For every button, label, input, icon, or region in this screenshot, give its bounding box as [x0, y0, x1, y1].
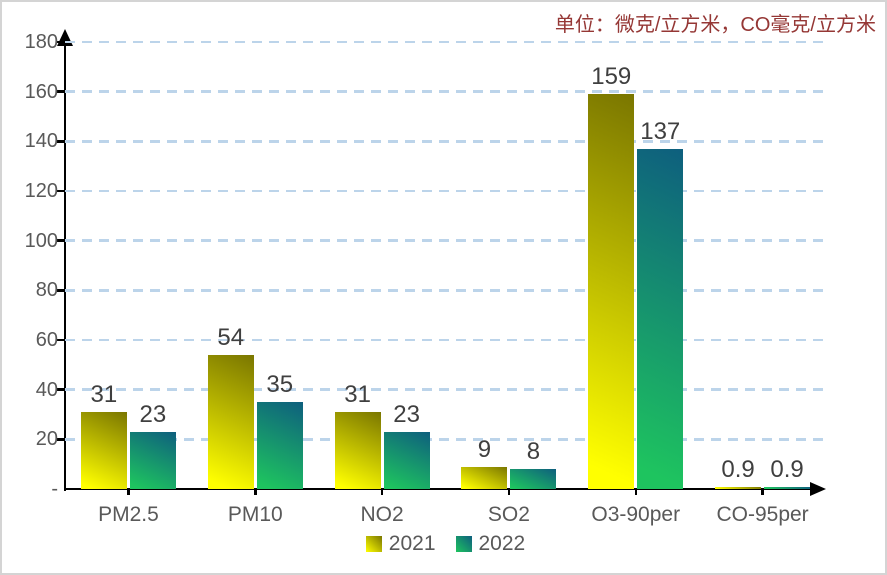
gridline-140	[65, 140, 826, 143]
value-label-2022-SO2: 8	[526, 438, 541, 466]
value-label-2021-PM10: 54	[217, 323, 245, 351]
value-label-2021-NO2: 31	[344, 381, 371, 409]
value-label-2022-NO2: 23	[393, 400, 420, 428]
bar-2021-PM2.5	[80, 412, 127, 489]
x-axis	[65, 487, 814, 491]
bar-2022-SO2	[510, 469, 557, 489]
value-label-2022-PM10: 35	[266, 371, 294, 399]
x-tick-label-SO2: SO2	[487, 503, 530, 526]
bar-2022-NO2	[383, 431, 430, 489]
value-label-2022-O3-90per: 137	[640, 117, 681, 145]
x-tick-label-PM2.5: PM2.5	[98, 503, 159, 526]
value-label-2022-CO-95per: 0.9	[770, 455, 804, 483]
y-tick-label-0: -	[51, 478, 58, 500]
y-tick-120	[57, 189, 64, 193]
value-label-2022-PM2.5: 23	[139, 400, 167, 428]
bar-2022-O3-90per	[637, 148, 684, 489]
gridline-60	[65, 338, 826, 342]
gridline-40	[65, 388, 826, 391]
y-axis	[63, 40, 67, 491]
unit-note: 单位：微克/立方米，CO毫克/立方米	[554, 14, 876, 36]
y-tick-label-100: 100	[24, 229, 58, 252]
x-tick-label-CO-95per: CO-95per	[716, 503, 809, 526]
bar-2022-PM10	[256, 402, 303, 489]
y-tick-20	[57, 438, 64, 441]
x-tick-O3-90per	[634, 489, 638, 495]
legend: 2021 2022	[2, 532, 885, 555]
y-tick-60	[57, 338, 64, 342]
value-label-2021-O3-90per: 159	[591, 63, 632, 91]
y-tick-40	[57, 388, 64, 391]
y-tick-label-120: 120	[24, 180, 58, 202]
bar-2021-CO-95per	[715, 486, 762, 489]
x-tick-label-O3-90per: O3-90per	[591, 503, 681, 526]
legend-item-2022: 2022	[455, 532, 526, 555]
value-label-2021-SO2: 9	[477, 435, 492, 463]
x-tick-PM2.5	[127, 489, 130, 495]
gridline-80	[65, 289, 826, 292]
x-tick-CO-95per	[761, 489, 764, 495]
y-tick-80	[57, 289, 64, 292]
legend-label-2022: 2022	[478, 532, 526, 555]
bar-2022-PM2.5	[129, 431, 176, 489]
bar-2021-O3-90per	[588, 94, 635, 489]
gridline-100	[65, 239, 826, 242]
x-tick-label-NO2: NO2	[360, 503, 404, 526]
x-tick-SO2	[507, 489, 511, 495]
gridline-160	[65, 90, 826, 93]
y-tick-180	[57, 40, 64, 44]
y-tick-label-140: 140	[24, 130, 58, 153]
y-tick-label-160: 160	[24, 80, 58, 103]
bar-2021-NO2	[334, 412, 381, 489]
legend-swatch-2022	[455, 536, 472, 552]
gridline-20	[65, 438, 826, 441]
value-label-2021-PM2.5: 31	[90, 381, 118, 409]
y-tick-100	[57, 239, 64, 242]
bar-2021-PM10	[207, 354, 254, 489]
y-tick-label-20: 20	[35, 428, 58, 451]
y-tick-label-180: 180	[24, 31, 58, 53]
y-tick-160	[57, 90, 64, 93]
x-tick-NO2	[380, 489, 384, 495]
x-tick-label-PM10: PM10	[227, 503, 283, 526]
y-tick-140	[57, 140, 64, 143]
gridline-180	[65, 40, 826, 44]
legend-swatch-2021	[365, 536, 382, 552]
y-tick-label-40: 40	[35, 378, 58, 401]
x-axis-arrow-icon	[810, 482, 826, 496]
y-tick-label-60: 60	[35, 329, 58, 351]
bar-2022-CO-95per	[764, 486, 811, 489]
y-axis-arrow-icon	[57, 29, 73, 46]
y-tick-label-80: 80	[35, 279, 58, 302]
gridline-120	[65, 189, 826, 193]
bar-2021-SO2	[461, 466, 508, 489]
value-label-2021-CO-95per: 0.9	[721, 455, 755, 483]
legend-label-2021: 2021	[388, 532, 436, 555]
x-tick-PM10	[254, 489, 257, 495]
legend-item-2021: 2021	[365, 532, 436, 555]
